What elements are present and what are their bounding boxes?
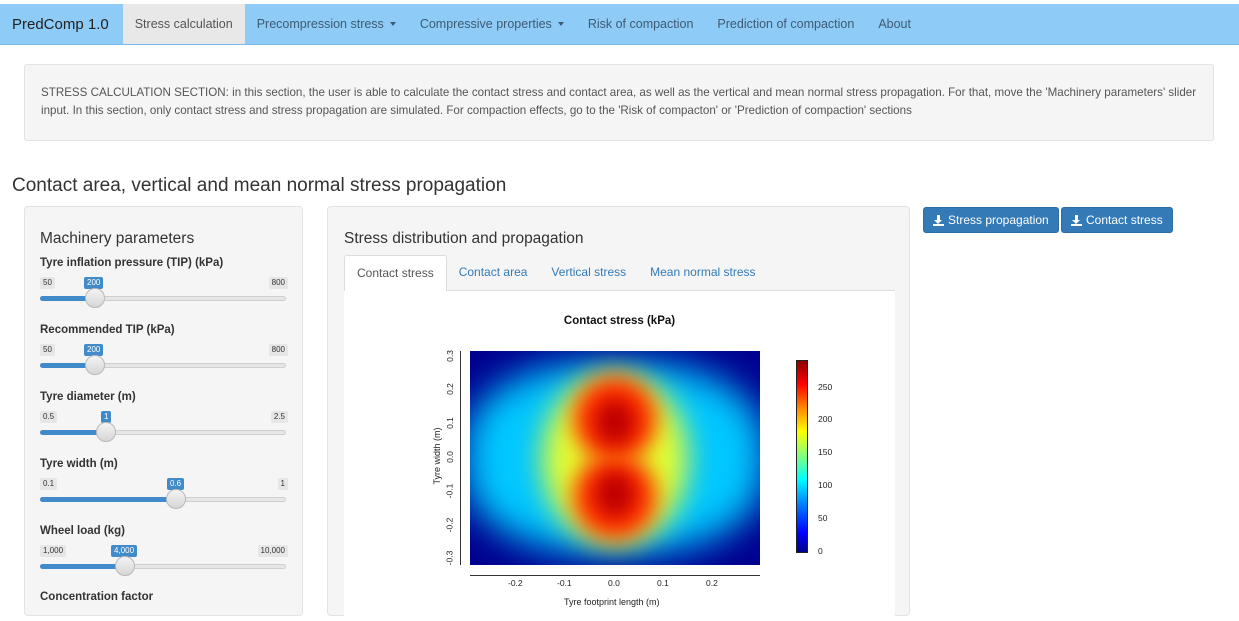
y-axis-title: Tyre width (m) bbox=[432, 427, 442, 485]
x-axis-title: Tyre footprint length (m) bbox=[564, 597, 660, 607]
x-tick: -0.1 bbox=[557, 578, 572, 588]
tab-bar: Contact stress Contact area Vertical str… bbox=[344, 255, 895, 292]
y-tick: 0.1 bbox=[444, 417, 455, 429]
slider-value: 200 bbox=[84, 344, 104, 356]
slider-handle[interactable] bbox=[166, 489, 186, 509]
app-brand[interactable]: PredComp 1.0 bbox=[12, 15, 109, 33]
colorbar-tick: 100 bbox=[818, 480, 833, 490]
download-icon bbox=[933, 214, 944, 226]
slider-label: Tyre width (m) bbox=[40, 458, 118, 470]
slider-fill bbox=[40, 430, 106, 435]
slider-min: 50 bbox=[40, 344, 55, 356]
y-tick: 0.0 bbox=[444, 451, 455, 463]
slider-min: 0.5 bbox=[40, 411, 58, 423]
x-axis-line bbox=[470, 575, 760, 576]
slider-label: Tyre inflation pressure (TIP) (kPa) bbox=[40, 257, 224, 269]
nav-label: Compressive properties bbox=[419, 17, 552, 31]
slider-max: 800 bbox=[268, 277, 288, 289]
slider-handle[interactable] bbox=[96, 422, 116, 442]
slider-value: 4,000 bbox=[111, 545, 138, 557]
x-tick: -0.2 bbox=[508, 578, 523, 588]
colorbar-tick: 50 bbox=[818, 513, 828, 523]
slider-handle[interactable] bbox=[115, 556, 135, 576]
colorbar-tick: 0 bbox=[818, 546, 823, 556]
nav-label: Prediction of compaction bbox=[717, 17, 855, 31]
nav-risk-of-compaction[interactable]: Risk of compaction bbox=[576, 4, 706, 44]
slider-label: Wheel load (kg) bbox=[40, 525, 125, 537]
nav-prediction-of-compaction[interactable]: Prediction of compaction bbox=[705, 4, 866, 44]
caret-down-icon bbox=[389, 22, 396, 26]
tab-contact-stress[interactable]: Contact stress bbox=[344, 255, 447, 292]
nav-label: Precompression stress bbox=[256, 17, 384, 31]
tab-mean-normal-stress[interactable]: Mean normal stress bbox=[650, 265, 756, 279]
nav-label: Stress calculation bbox=[134, 17, 233, 31]
slider-fill bbox=[40, 296, 95, 301]
nav-label: Risk of compaction bbox=[587, 17, 694, 31]
slider-max: 10,000 bbox=[257, 545, 288, 557]
slider-handle[interactable] bbox=[85, 355, 105, 375]
colorbar bbox=[796, 360, 808, 553]
slider-fill bbox=[40, 564, 125, 569]
slider-handle[interactable] bbox=[85, 288, 105, 308]
download-stress-propagation-button[interactable]: Stress propagation bbox=[923, 207, 1059, 233]
heatmap bbox=[470, 351, 760, 565]
slider-value: 200 bbox=[84, 277, 104, 289]
section-title: Contact area, vertical and mean normal s… bbox=[12, 175, 507, 196]
y-tick: 0.2 bbox=[444, 383, 455, 395]
nav-stress-calculation[interactable]: Stress calculation bbox=[122, 4, 245, 44]
y-tick: 0.3 bbox=[444, 350, 455, 362]
slider-max: 800 bbox=[268, 344, 288, 356]
y-tick: -0.3 bbox=[444, 550, 455, 566]
navbar: PredComp 1.0 Stress calculation Precompr… bbox=[0, 4, 1239, 45]
nav-precompression-stress[interactable]: Precompression stress bbox=[245, 4, 408, 44]
plot-title: Contact stress (kPa) bbox=[563, 315, 676, 327]
panel-title: Stress distribution and propagation bbox=[344, 230, 584, 247]
download-contact-stress-button[interactable]: Contact stress bbox=[1061, 207, 1173, 233]
button-label: Stress propagation bbox=[948, 213, 1049, 227]
stress-distribution-panel: Stress distribution and propagation Cont… bbox=[327, 206, 910, 621]
concentration-factor-label: Concentration factor bbox=[40, 591, 154, 603]
slider-min: 1,000 bbox=[40, 545, 67, 557]
slider-min: 0.1 bbox=[40, 478, 58, 490]
heat-core-top bbox=[595, 399, 635, 445]
slider-min: 50 bbox=[40, 277, 55, 289]
slider-fill bbox=[40, 363, 95, 368]
colorbar-tick: 250 bbox=[818, 382, 833, 392]
caret-down-icon bbox=[557, 22, 564, 26]
tab-vertical-stress[interactable]: Vertical stress bbox=[551, 265, 627, 279]
y-axis-line bbox=[460, 351, 461, 565]
slider-max: 1 bbox=[277, 478, 288, 490]
colorbar-tick: 150 bbox=[818, 447, 833, 457]
contact-stress-plot: Contact stress (kPa) 0.3 0.2 0.1 0.0 -0.… bbox=[344, 291, 895, 621]
download-icon bbox=[1071, 214, 1082, 226]
nav-about[interactable]: About bbox=[866, 4, 923, 44]
tip-slider: Tyre inflation pressure (TIP) (kPa) 50 2… bbox=[40, 257, 288, 317]
tyre-diameter-slider: Tyre diameter (m) 0.5 1 2.5 bbox=[40, 391, 288, 451]
slider-value: 1 bbox=[101, 411, 112, 423]
panel-title: Machinery parameters bbox=[40, 230, 195, 247]
heat-core-bottom bbox=[595, 471, 635, 517]
x-tick: 0.1 bbox=[657, 578, 669, 588]
colorbar-tick: 200 bbox=[818, 414, 833, 424]
nav-compressive-properties[interactable]: Compressive properties bbox=[408, 4, 576, 44]
y-tick: -0.1 bbox=[444, 483, 455, 499]
y-tick: -0.2 bbox=[444, 517, 455, 533]
recommended-tip-slider: Recommended TIP (kPa) 50 200 800 bbox=[40, 324, 288, 384]
tab-contact-area[interactable]: Contact area bbox=[458, 265, 528, 279]
slider-max: 2.5 bbox=[270, 411, 288, 423]
slider-value: 0.6 bbox=[167, 478, 185, 490]
info-well: STRESS CALCULATION SECTION: in this sect… bbox=[24, 64, 1214, 141]
button-label: Contact stress bbox=[1086, 213, 1163, 227]
wheel-load-slider: Wheel load (kg) 1,000 4,000 10,000 bbox=[40, 525, 288, 585]
x-tick: 0.0 bbox=[608, 578, 620, 588]
x-tick: 0.2 bbox=[706, 578, 718, 588]
slider-label: Tyre diameter (m) bbox=[40, 391, 136, 403]
slider-label: Recommended TIP (kPa) bbox=[40, 324, 175, 336]
nav-label: About bbox=[878, 17, 911, 31]
machinery-parameters-panel: Machinery parameters Tyre inflation pres… bbox=[24, 206, 303, 616]
tyre-width-slider: Tyre width (m) 0.1 0.6 1 bbox=[40, 458, 288, 518]
slider-fill bbox=[40, 497, 176, 502]
